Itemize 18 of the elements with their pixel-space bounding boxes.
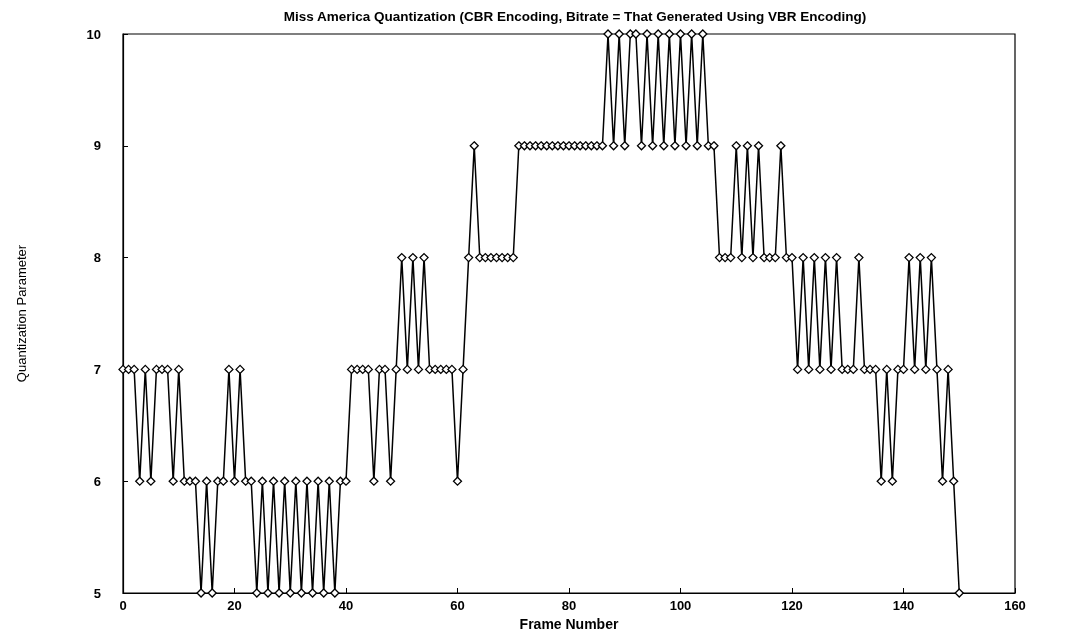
x-tick-label: 0 [119,598,127,613]
x-tick-label: 160 [1004,598,1026,613]
chart-title: Miss America Quantization (CBR Encoding, Bitrate = That Generated Using VBR Encoding) [283,8,867,24]
y-tick-label: 9 [93,138,101,154]
x-tick-label: 140 [892,598,915,613]
y-axis-title: Quantization Parameter [14,244,29,383]
x-tick-label: 60 [450,598,465,613]
y-tick-label: 7 [93,361,101,377]
x-tick-label: 120 [781,598,803,613]
y-tick-label: 10 [86,26,101,42]
x-axis-title: Frame Number [519,615,619,632]
y-tick-label: 5 [93,585,101,601]
x-tick-label: 100 [669,598,692,613]
x-tick-label: 40 [338,598,354,613]
x-tick-label: 80 [561,598,577,613]
y-tick-label: 8 [93,250,101,266]
x-tick-label: 20 [227,598,242,613]
y-tick-label: 6 [93,473,101,489]
